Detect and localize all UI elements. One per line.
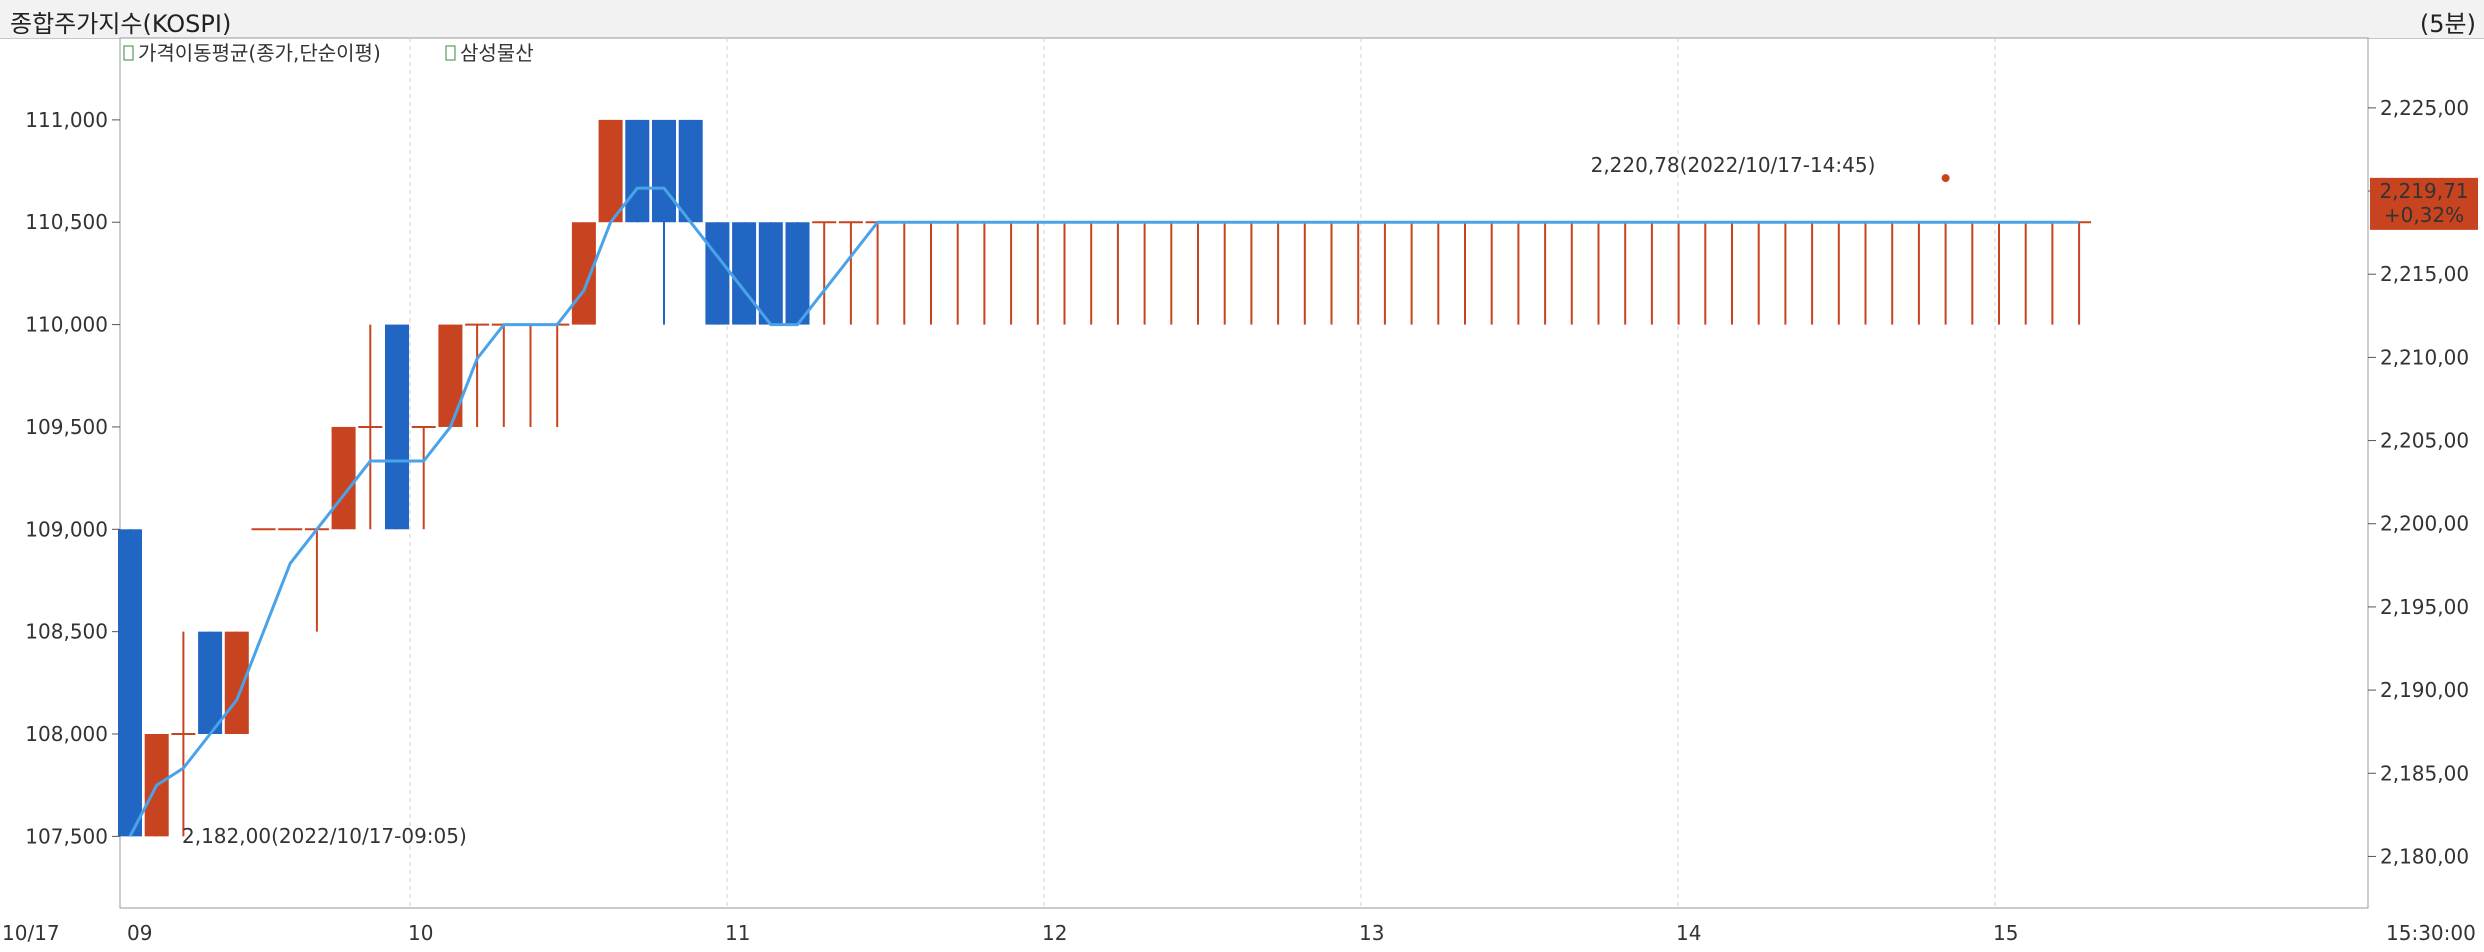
candle-body — [571, 222, 596, 325]
left-axis-label: 110,500 — [25, 210, 108, 234]
left-axis-label: 108,500 — [25, 620, 108, 644]
right-axis-label: 2,225,00 — [2380, 96, 2469, 120]
left-axis-label: 109,500 — [25, 415, 108, 439]
x-axis-label: 15:30:00 — [2386, 921, 2476, 945]
legend-label: 삼성물산 — [460, 41, 534, 65]
legend-label: 가격이동평균(종가,단순이평) — [138, 41, 381, 65]
candle-body — [732, 222, 757, 325]
right-axis-label: 2,190,00 — [2380, 678, 2469, 702]
right-axis-label: 2,195,00 — [2380, 595, 2469, 619]
candle-body — [198, 631, 223, 734]
left-axis-label: 109,000 — [25, 517, 108, 541]
x-axis-label: 10/17 — [2, 921, 60, 945]
x-axis-label: 14 — [1676, 921, 1701, 945]
candle-body — [598, 119, 623, 223]
last-value-text: 2,219,71 — [2379, 179, 2468, 203]
right-axis-label: 2,185,00 — [2380, 761, 2469, 785]
candle-body — [652, 119, 676, 223]
candle-body — [625, 119, 650, 223]
x-axis-label: 11 — [725, 921, 750, 945]
left-axis-label: 107,500 — [25, 824, 108, 848]
candle-body — [331, 426, 356, 530]
last-change-text: +0,32% — [2384, 203, 2464, 227]
left-axis-label: 108,000 — [25, 722, 108, 746]
x-axis-label: 09 — [127, 921, 152, 945]
candle-body — [385, 324, 409, 530]
candle-body — [118, 529, 142, 837]
x-axis-label: 13 — [1359, 921, 1384, 945]
period-label: (5분) — [2419, 10, 2476, 38]
left-axis-label: 110,000 — [25, 313, 108, 337]
candle-body — [678, 119, 703, 223]
right-axis-label: 2,200,00 — [2380, 512, 2469, 536]
x-axis-label: 12 — [1042, 921, 1067, 945]
candle-body — [705, 222, 730, 325]
x-axis-label: 10 — [408, 921, 433, 945]
candle-body — [438, 324, 463, 427]
candle-body — [758, 222, 783, 325]
legend-swatch — [123, 45, 134, 61]
annotation-label: 2,220,78(2022/10/17-14:45) — [1591, 153, 1876, 177]
annotation-label: 2,182,00(2022/10/17-09:05) — [182, 824, 467, 848]
candle-body — [785, 222, 810, 325]
right-axis-label: 2,215,00 — [2380, 262, 2469, 286]
plot-area — [119, 37, 2369, 909]
candle-body — [224, 631, 249, 734]
last-value-box — [2370, 177, 2478, 230]
annotation-marker — [1941, 174, 1950, 183]
moving-average-line — [128, 186, 2080, 838]
x-axis-label: 15 — [1993, 921, 2018, 945]
legend-swatch — [445, 45, 456, 61]
left-axis-label: 111,000 — [25, 108, 108, 132]
right-axis-label: 2,180,00 — [2380, 844, 2469, 868]
chart-title: 종합주가지수(KOSPI) — [10, 10, 232, 38]
annotation-marker — [126, 819, 134, 828]
right-axis-label: 2,205,00 — [2380, 429, 2469, 453]
right-axis-label: 2,210,00 — [2380, 345, 2469, 369]
